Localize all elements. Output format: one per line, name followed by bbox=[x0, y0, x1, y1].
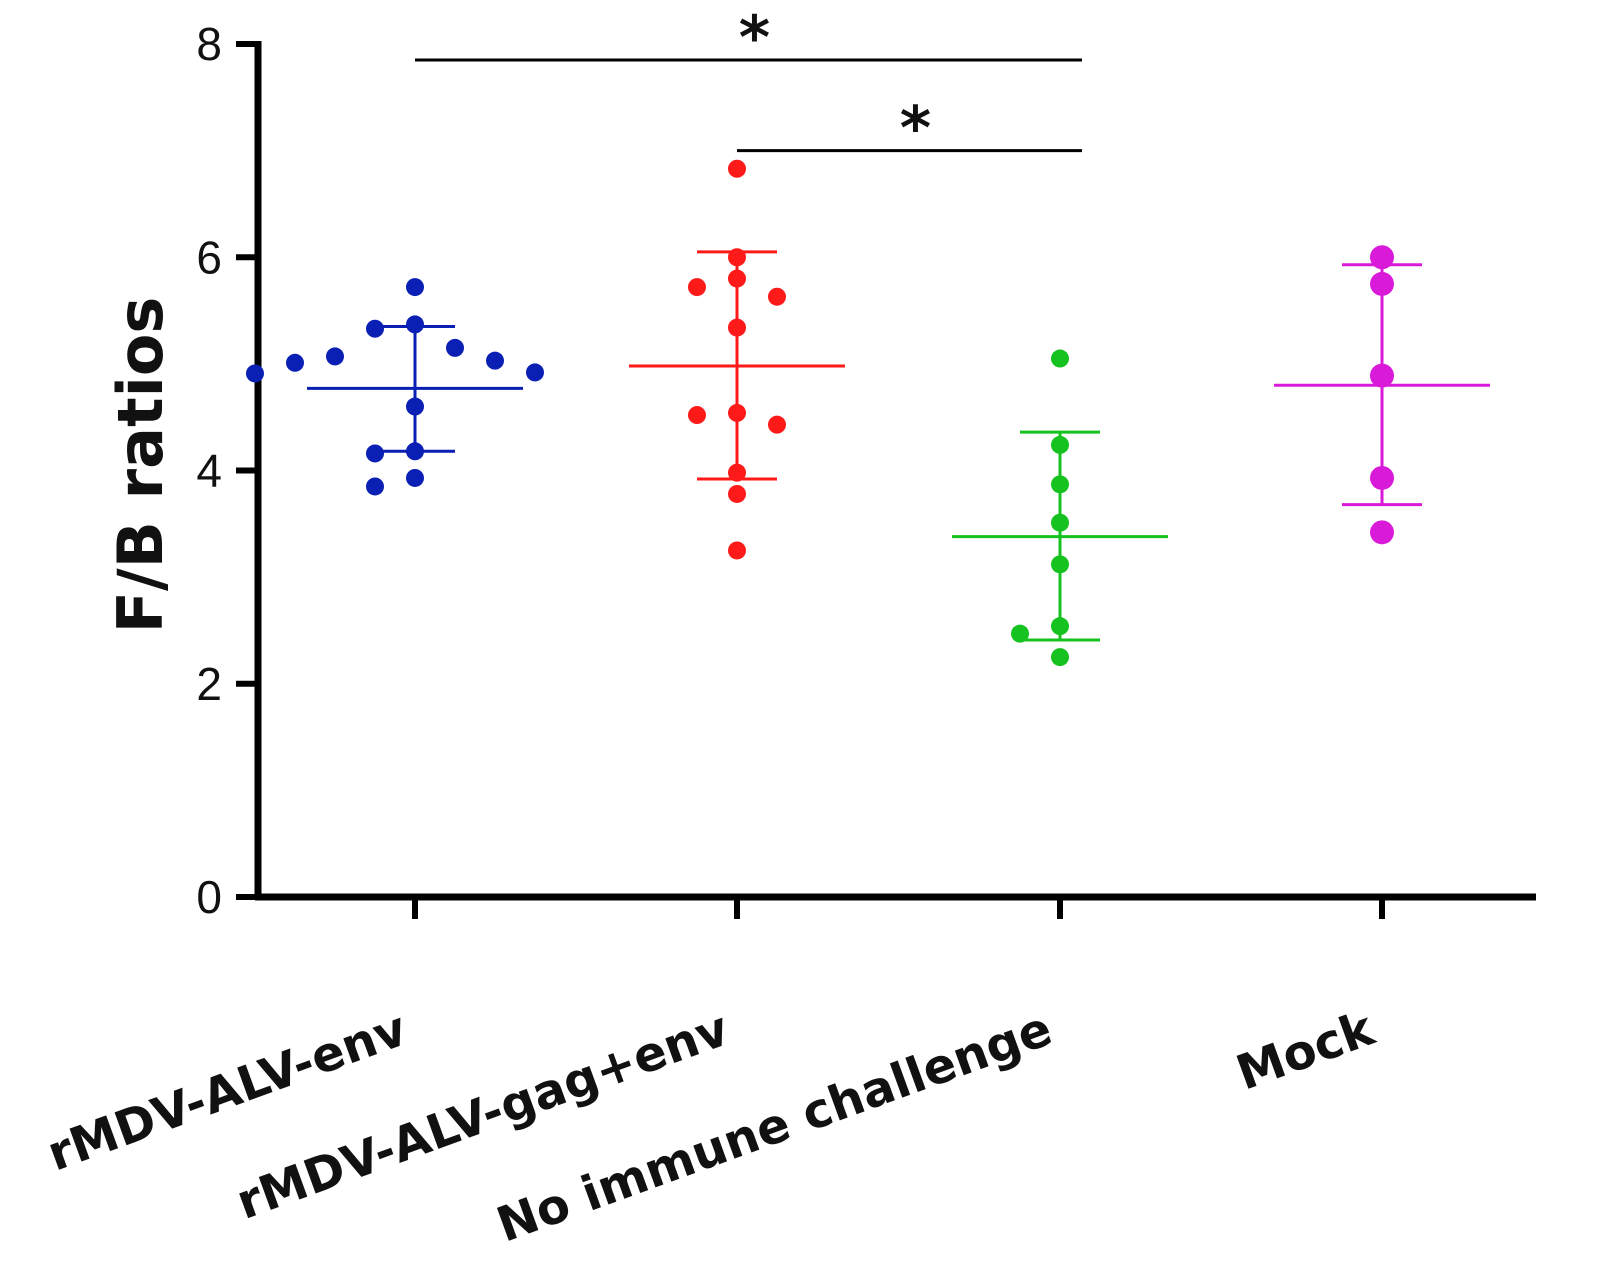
data-point bbox=[486, 351, 504, 370]
x-category-label: No immune challenge bbox=[490, 1001, 1059, 1254]
significance-star: * bbox=[900, 94, 931, 164]
data-point bbox=[728, 463, 746, 482]
y-tick-label: 6 bbox=[196, 231, 222, 283]
data-point bbox=[1051, 617, 1069, 636]
significance-bars: ** bbox=[415, 3, 1082, 164]
data-point bbox=[406, 397, 424, 416]
data-point bbox=[1370, 271, 1394, 296]
data-point bbox=[768, 415, 786, 434]
y-tick-label: 4 bbox=[196, 445, 222, 497]
series-group bbox=[629, 159, 845, 560]
data-point bbox=[1051, 435, 1069, 454]
data-point bbox=[768, 287, 786, 306]
data-point bbox=[1370, 245, 1394, 270]
x-category-label: Mock bbox=[1229, 1000, 1382, 1101]
data-point bbox=[728, 484, 746, 503]
y-ticks: 0 2 4 6 8 bbox=[196, 18, 258, 923]
data-point bbox=[688, 406, 706, 425]
data-point bbox=[366, 477, 384, 496]
data-point bbox=[688, 278, 706, 297]
data-point bbox=[366, 319, 384, 338]
data-point bbox=[728, 318, 746, 337]
data-point bbox=[406, 278, 424, 297]
series-group bbox=[952, 349, 1168, 667]
series-group bbox=[246, 278, 544, 496]
y-tick-label: 8 bbox=[196, 18, 222, 70]
data-point bbox=[526, 363, 544, 382]
y-tick-label: 0 bbox=[196, 871, 222, 923]
data-point bbox=[406, 315, 424, 334]
data-point bbox=[728, 159, 746, 178]
data-point bbox=[1370, 465, 1394, 490]
axes bbox=[254, 41, 1536, 901]
data-point bbox=[728, 248, 746, 267]
data-point bbox=[246, 364, 264, 383]
data-point bbox=[1370, 520, 1394, 545]
data-point bbox=[728, 403, 746, 422]
data-point bbox=[1051, 555, 1069, 574]
data-point bbox=[366, 444, 384, 463]
data-point bbox=[728, 269, 746, 288]
data-point bbox=[446, 338, 464, 357]
y-axis-label: F/B ratios bbox=[104, 297, 177, 634]
data-point bbox=[1051, 475, 1069, 494]
y-tick-label: 2 bbox=[196, 658, 222, 710]
data-series bbox=[246, 159, 1490, 667]
data-point bbox=[1051, 513, 1069, 532]
data-point bbox=[1051, 349, 1069, 368]
data-point bbox=[728, 541, 746, 560]
data-point bbox=[326, 347, 344, 366]
data-point bbox=[1370, 363, 1394, 388]
data-point bbox=[1051, 648, 1069, 667]
data-point bbox=[286, 353, 304, 372]
data-point bbox=[406, 442, 424, 461]
series-group bbox=[1274, 245, 1490, 545]
data-point bbox=[406, 468, 424, 487]
significance-star: * bbox=[739, 3, 770, 73]
data-point bbox=[1011, 624, 1029, 643]
